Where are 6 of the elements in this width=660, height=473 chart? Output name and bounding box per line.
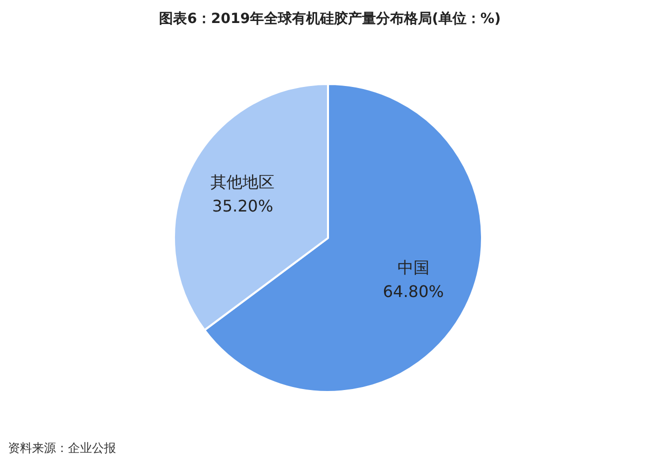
text: 资料来源：企业公报 — [8, 440, 116, 457]
data-label: 35.20% — [212, 196, 274, 216]
slice-label: 中国 — [397, 258, 430, 277]
chart-title: 图表6：2019年全球有机硅胶产量分布格局(单位：%) — [158, 10, 502, 28]
data-label: 64.80% — [382, 282, 444, 301]
slice-label: 其他地区 — [210, 172, 275, 192]
